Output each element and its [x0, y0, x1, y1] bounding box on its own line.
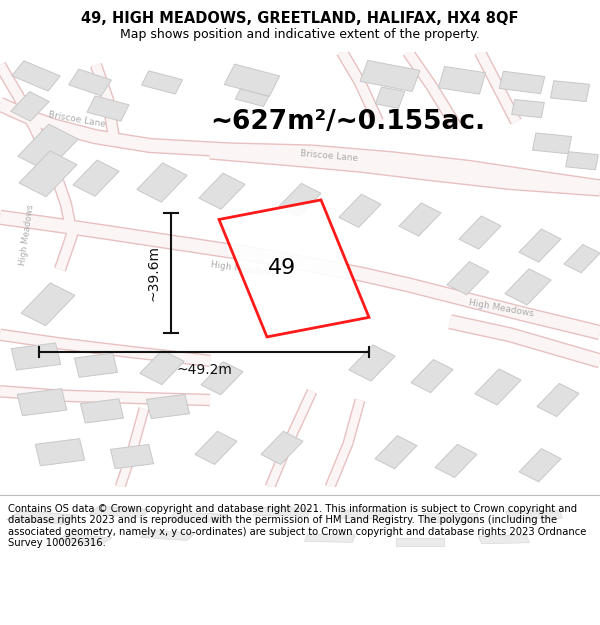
Polygon shape: [18, 124, 78, 171]
Polygon shape: [11, 92, 49, 121]
Polygon shape: [137, 163, 187, 202]
Polygon shape: [396, 538, 444, 546]
Polygon shape: [224, 64, 280, 96]
Polygon shape: [12, 61, 60, 91]
Polygon shape: [219, 200, 369, 337]
Polygon shape: [201, 362, 243, 395]
Polygon shape: [19, 151, 77, 197]
Text: Briscoe Lane: Briscoe Lane: [48, 110, 107, 129]
Polygon shape: [110, 444, 154, 469]
Polygon shape: [74, 353, 118, 377]
Polygon shape: [399, 203, 441, 236]
Polygon shape: [17, 389, 67, 416]
Polygon shape: [519, 449, 561, 482]
Polygon shape: [459, 216, 501, 249]
Polygon shape: [146, 394, 190, 419]
Polygon shape: [479, 535, 529, 544]
Text: Contains OS data © Crown copyright and database right 2021. This information is : Contains OS data © Crown copyright and d…: [8, 504, 586, 548]
Polygon shape: [305, 534, 355, 542]
Polygon shape: [195, 431, 237, 464]
Polygon shape: [349, 345, 395, 381]
Text: Briscoe Lane: Briscoe Lane: [300, 149, 359, 163]
Text: 49, HIGH MEADOWS, GREETLAND, HALIFAX, HX4 8QF: 49, HIGH MEADOWS, GREETLAND, HALIFAX, HX…: [81, 11, 519, 26]
Polygon shape: [339, 194, 381, 228]
Polygon shape: [505, 269, 551, 305]
Polygon shape: [140, 530, 196, 541]
Polygon shape: [564, 244, 600, 272]
Polygon shape: [7, 511, 77, 524]
Polygon shape: [140, 350, 184, 384]
Polygon shape: [338, 510, 394, 519]
Polygon shape: [56, 534, 112, 545]
Polygon shape: [551, 81, 589, 102]
Polygon shape: [73, 160, 119, 196]
Polygon shape: [168, 512, 228, 522]
Polygon shape: [142, 71, 182, 94]
Text: ~39.6m: ~39.6m: [146, 245, 160, 301]
Polygon shape: [435, 444, 477, 478]
Polygon shape: [499, 71, 545, 94]
Polygon shape: [68, 69, 112, 96]
Text: High Meadows: High Meadows: [210, 261, 277, 279]
Polygon shape: [475, 369, 521, 405]
Text: High Meadows: High Meadows: [468, 299, 535, 319]
Polygon shape: [35, 439, 85, 466]
Polygon shape: [21, 283, 75, 326]
Polygon shape: [447, 262, 489, 295]
Polygon shape: [360, 61, 420, 91]
Polygon shape: [261, 431, 303, 464]
Text: Map shows position and indicative extent of the property.: Map shows position and indicative extent…: [120, 28, 480, 41]
Polygon shape: [439, 66, 485, 94]
Polygon shape: [506, 510, 562, 519]
Polygon shape: [279, 183, 321, 216]
Text: High Meadows: High Meadows: [18, 204, 36, 266]
Polygon shape: [235, 89, 269, 106]
Polygon shape: [11, 343, 61, 370]
Polygon shape: [423, 513, 477, 521]
Polygon shape: [89, 506, 151, 518]
Text: ~627m²/~0.155ac.: ~627m²/~0.155ac.: [210, 109, 485, 134]
Polygon shape: [199, 173, 245, 209]
Polygon shape: [566, 152, 598, 170]
Polygon shape: [519, 229, 561, 262]
Polygon shape: [512, 99, 544, 118]
Polygon shape: [537, 383, 579, 417]
Polygon shape: [80, 399, 124, 423]
Polygon shape: [375, 436, 417, 469]
Polygon shape: [533, 133, 571, 154]
Polygon shape: [411, 359, 453, 392]
Polygon shape: [376, 87, 404, 108]
Text: 49: 49: [268, 258, 296, 278]
Text: ~49.2m: ~49.2m: [176, 363, 232, 377]
Polygon shape: [254, 507, 310, 516]
Polygon shape: [87, 96, 129, 121]
